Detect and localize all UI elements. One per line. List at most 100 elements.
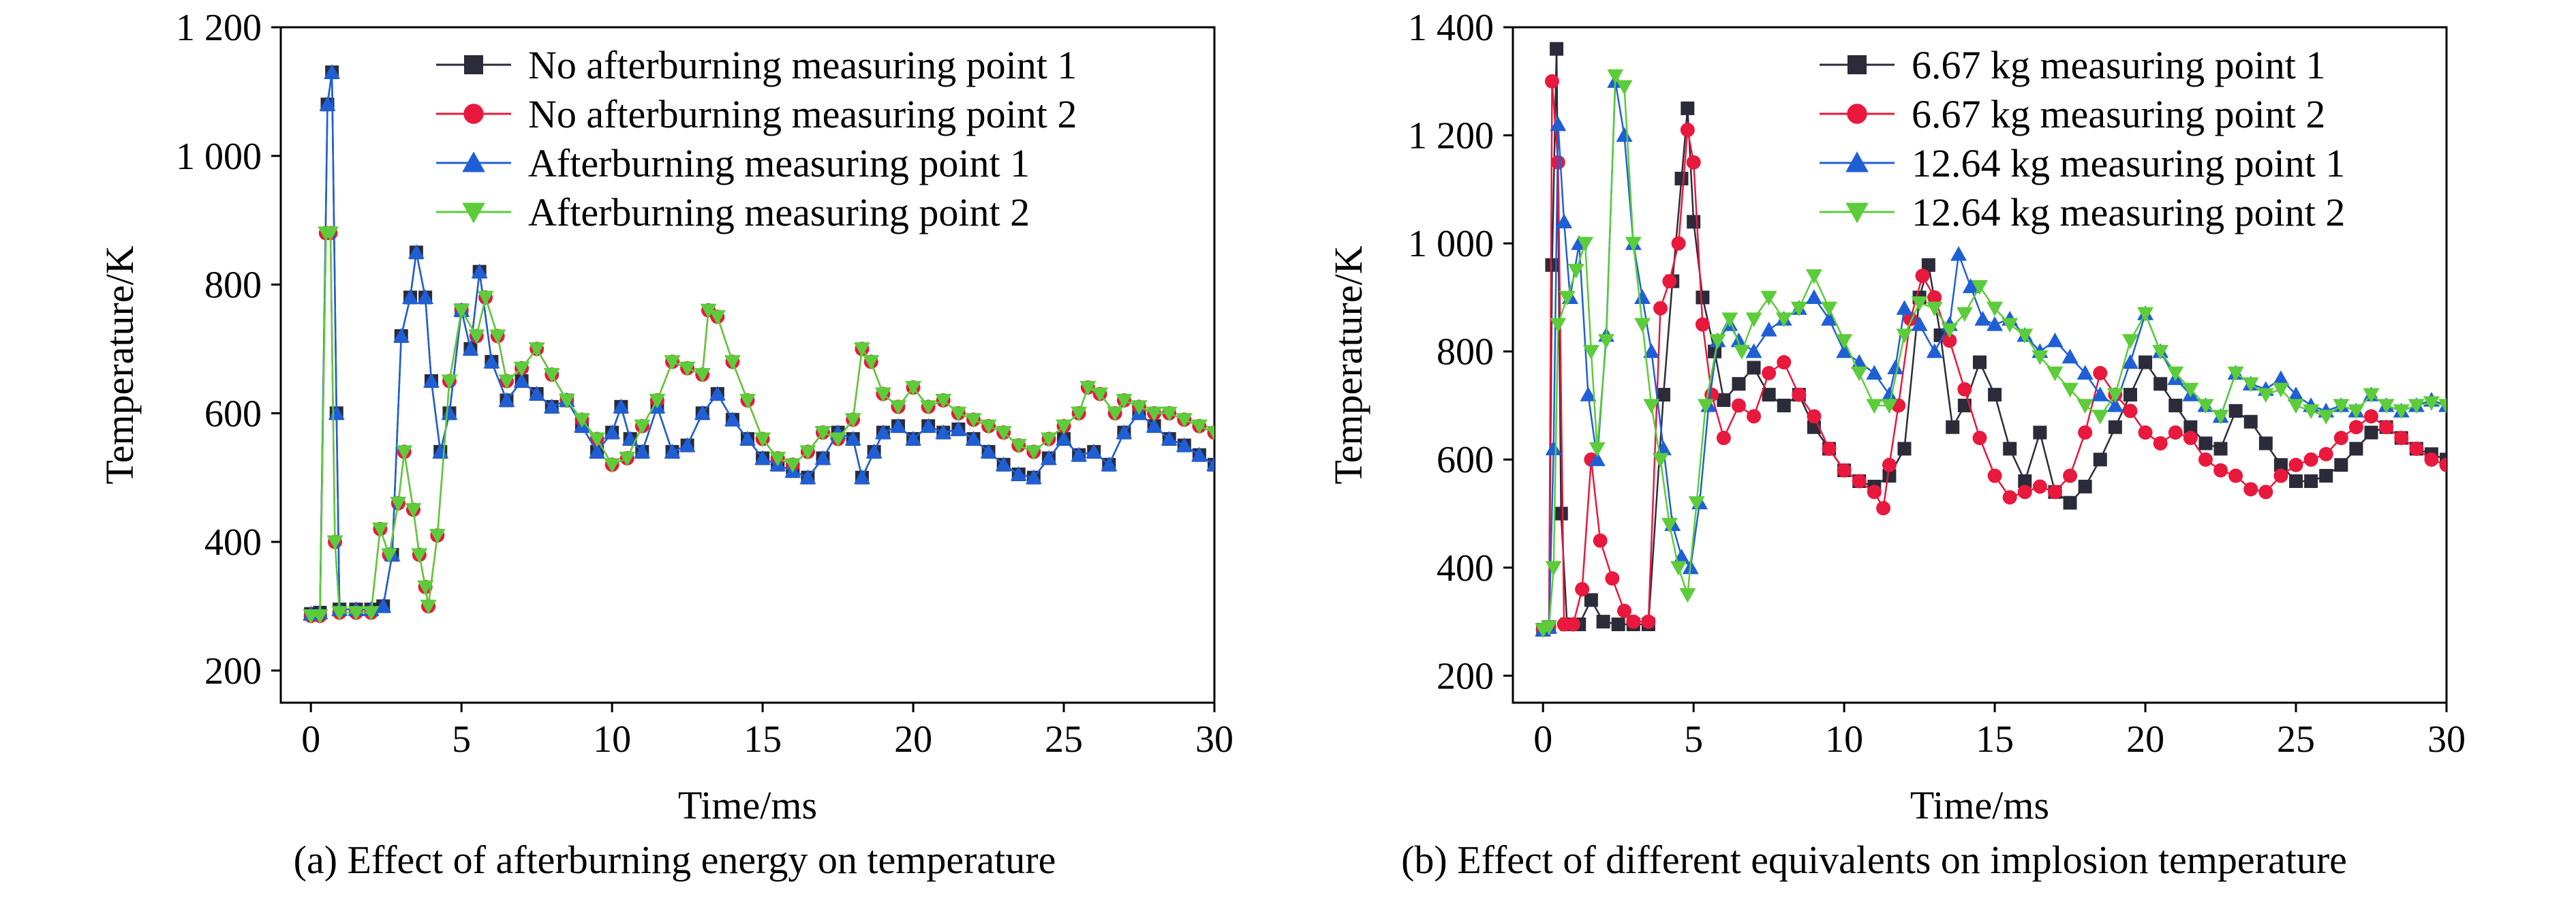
a-series-3-point xyxy=(679,437,696,453)
b-x-tick-label: 10 xyxy=(1825,718,1863,761)
b-series-4-point xyxy=(2227,366,2244,382)
a-legend: No afterburning measuring point 1 No afte… xyxy=(436,43,1077,234)
b-series-1-point xyxy=(2364,425,2378,440)
a-series-3-point xyxy=(1101,456,1118,472)
b-series-2-point xyxy=(1575,582,1590,597)
b-legend-swatch-marker xyxy=(1845,202,1869,224)
b-x-tick-label: 20 xyxy=(2126,718,2164,761)
b-series-4-point xyxy=(2408,399,2425,414)
a-y-tick-label: 200 xyxy=(204,650,262,692)
chart-panel-b: 0 5 10 15 20 25 30 200 400 600 800 1 000 1 200 1 400 T… xyxy=(1288,0,2576,899)
a-series-4-point xyxy=(844,413,861,428)
b-series-1-point xyxy=(2063,496,2077,510)
b-series-2-point xyxy=(1686,155,1701,170)
b-series-4-point xyxy=(1821,301,1838,317)
b-series-1-point xyxy=(2168,398,2183,412)
b-series-2-point xyxy=(2153,436,2168,451)
b-series-1-point xyxy=(1921,258,1935,272)
a-x-tick-label: 0 xyxy=(301,718,320,761)
b-series-1-point xyxy=(2018,474,2032,488)
a-series-4-point xyxy=(441,374,458,390)
b-series-2-point xyxy=(2138,425,2153,440)
a-series-3-point xyxy=(739,431,756,446)
b-legend: 6.67 kg measuring point 1 6.67 kg measuri… xyxy=(1820,43,2345,234)
b-series-2-point xyxy=(2364,409,2379,424)
b-series-2-point xyxy=(2333,431,2348,446)
b-series-4-point xyxy=(1582,345,1599,360)
b-series-4-point xyxy=(1926,301,1943,317)
b-series-3-point xyxy=(2061,348,2079,364)
b-series-2-point xyxy=(2078,425,2093,440)
b-series-3-point xyxy=(2046,332,2064,348)
a-series-4-point xyxy=(1079,380,1097,396)
b-y-tick-label: 800 xyxy=(1437,331,1494,374)
b-series-3-point xyxy=(1580,386,1597,401)
b-series-4-point xyxy=(1697,399,1714,414)
b-series-4-point xyxy=(1541,620,1558,636)
a-series-4-point xyxy=(874,387,891,402)
b-series-4-point xyxy=(1679,588,1696,603)
b-series-1-point xyxy=(2093,453,2107,467)
b-series-2-point xyxy=(1605,571,1620,586)
a-series-4-point xyxy=(411,548,428,563)
a-series-4-point xyxy=(390,496,407,512)
chart-a-svg: 0 5 10 15 20 25 30 200 400 600 800 1 000 1 200 Time/m… xyxy=(97,7,1233,825)
b-series-4-point xyxy=(2137,307,2154,322)
b-series-3-point xyxy=(2106,397,2123,412)
a-series-3-point xyxy=(754,450,771,465)
b-series-1-point xyxy=(2319,469,2333,483)
b-series-4-point xyxy=(1589,442,1606,457)
b-series-3-point xyxy=(1911,316,1928,331)
b-y-tick-label: 600 xyxy=(1437,439,1494,481)
a-series-3-point xyxy=(1191,446,1208,462)
b-series-4-point xyxy=(1652,453,1669,468)
b-series-2-point xyxy=(1671,236,1686,251)
a-series-4-point xyxy=(1146,406,1163,422)
a-x-tick-label: 25 xyxy=(1045,718,1083,761)
a-series-3-point xyxy=(1161,431,1178,446)
b-legend-label: 12.64 kg measuring point 1 xyxy=(1912,141,2345,185)
b-series-2-point xyxy=(1762,365,1777,380)
b-series-1-point xyxy=(1732,377,1746,391)
a-series-4-point xyxy=(477,290,494,306)
a-series-3-point xyxy=(1040,450,1057,465)
b-series-2-point xyxy=(1680,123,1695,138)
b-series-3-point xyxy=(1730,332,1747,348)
a-series-3-point xyxy=(1206,456,1214,472)
b-series-3-point xyxy=(2272,370,2289,385)
b-x-axis-title: Time/ms xyxy=(1910,783,2049,825)
a-series-4-point xyxy=(498,374,515,390)
a-series-3-point xyxy=(965,431,982,446)
a-series-4-point xyxy=(311,609,328,624)
b-series-3-point xyxy=(1760,321,1777,337)
b-legend-swatch-marker xyxy=(1847,104,1867,124)
b-series-2-point xyxy=(1987,468,2002,483)
b-series-1-point xyxy=(2334,458,2348,472)
a-series-3-point xyxy=(604,424,621,440)
b-series-2-point xyxy=(1957,382,1972,397)
b-series-4-point xyxy=(1616,80,1633,95)
b-series-4-point xyxy=(2393,404,2410,419)
b-series-3-point xyxy=(1866,365,1883,380)
b-series-2-point xyxy=(1695,317,1710,332)
b-plot-frame xyxy=(1512,26,2448,704)
b-series-2-point xyxy=(1565,617,1580,632)
a-plot-frame xyxy=(279,26,1216,704)
a-series-4-point xyxy=(700,303,717,319)
a-series-4-point xyxy=(709,310,726,325)
b-y-tick-label: 1 000 xyxy=(1408,223,1494,265)
a-series-3-point xyxy=(462,340,479,356)
b-legend-swatch-marker xyxy=(1847,55,1867,74)
b-y-axis-title: Temperature/K xyxy=(1326,245,1370,484)
b-series-4-point xyxy=(1896,329,1913,344)
b-series-2-point xyxy=(2032,479,2047,494)
a-series-4-point xyxy=(589,432,606,448)
a-series-3-point xyxy=(980,443,997,459)
b-series-2-point xyxy=(1972,431,1987,446)
b-series-4-point xyxy=(1643,399,1660,414)
a-series-4-point xyxy=(543,368,560,383)
b-series-2-point xyxy=(1807,409,1822,424)
a-series-4-point xyxy=(799,445,816,460)
b-series-4-point xyxy=(1577,237,1594,252)
b-series-4-point xyxy=(1634,318,1651,333)
